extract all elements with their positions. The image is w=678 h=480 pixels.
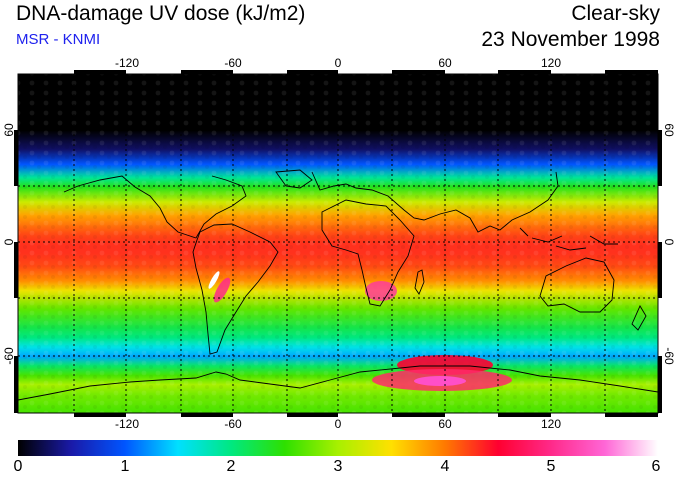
source-label: MSR - KNMI	[16, 31, 101, 48]
lat-label-right-2: 0	[662, 239, 676, 246]
southern-africa-maximum	[365, 281, 397, 301]
lon-label-bottom-2: -60	[224, 417, 242, 431]
frame-axis-segments	[14, 70, 662, 417]
graticule	[18, 74, 658, 413]
sky-condition-label: Clear-sky	[571, 2, 660, 25]
longitude-labels-bottom: -120 -60 0 60 120	[115, 417, 561, 431]
australia-coastline	[539, 257, 615, 313]
lat-label-right-1: 60	[662, 123, 676, 137]
lat-label-right-3: -60	[662, 347, 676, 365]
lon-label-bottom-5: 120	[541, 417, 561, 431]
scale-label-2: 2	[226, 458, 236, 475]
andes-high-dose-halo	[213, 277, 231, 303]
lon-label-top-5: 120	[541, 56, 561, 70]
latitude-labels-left: 60 0 -60	[2, 123, 16, 365]
andes-high-dose-core	[208, 271, 220, 289]
map-title: DNA-damage UV dose (kJ/m2)	[16, 2, 306, 25]
lat-label-left-2: 0	[2, 238, 16, 245]
scale-label-4: 4	[440, 458, 450, 475]
lon-label-top-2: -60	[224, 56, 242, 70]
antarctica-coastline	[18, 365, 658, 401]
greenland-coastline	[275, 169, 313, 189]
lat-label-left-1: 60	[2, 123, 16, 137]
new-zealand-coastline	[631, 305, 647, 331]
scale-label-0: 0	[13, 458, 23, 475]
lon-label-bottom-1: -120	[115, 417, 139, 431]
lon-label-bottom-4: 60	[438, 417, 452, 431]
longitude-labels-top: -120 -60 0 60 120	[115, 56, 561, 70]
madagascar-coastline	[414, 269, 425, 295]
scale-label-3: 3	[333, 458, 343, 475]
latitude-labels-right: 60 0 -60	[662, 123, 676, 365]
lat-label-left-3: -60	[2, 347, 16, 365]
south-america-coastline	[192, 223, 279, 355]
lon-label-top-1: -120	[115, 56, 139, 70]
antarctic-plateau-core	[414, 376, 466, 386]
color-scale-bar	[18, 440, 658, 456]
lon-label-bottom-3: 0	[335, 417, 342, 431]
north-america-coastline	[63, 175, 247, 239]
lon-label-top-4: 60	[438, 56, 452, 70]
eurasia-coastline	[311, 171, 559, 233]
scale-label-5: 5	[546, 458, 556, 475]
lon-label-top-3: 0	[335, 56, 342, 70]
date-label: 23 November 1998	[481, 28, 660, 51]
scale-label-1: 1	[120, 458, 130, 475]
scale-label-6: 6	[651, 458, 661, 475]
